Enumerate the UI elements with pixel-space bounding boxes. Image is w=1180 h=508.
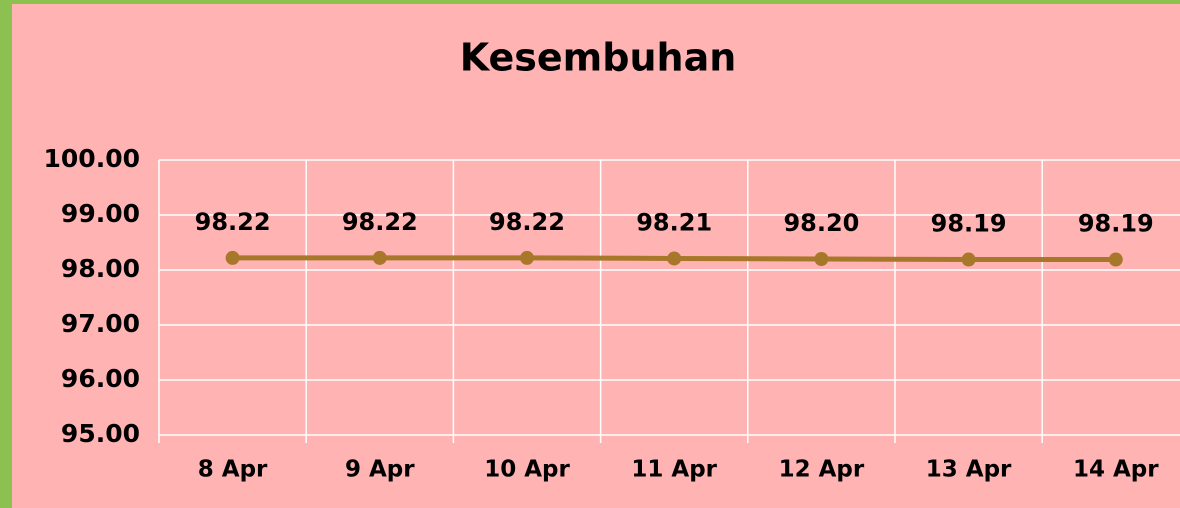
y-tick-label: 100.00 xyxy=(44,144,140,173)
data-label: 98.21 xyxy=(636,208,712,236)
x-tick-label: 14 Apr xyxy=(1073,457,1159,483)
data-label: 98.22 xyxy=(342,208,418,236)
marker xyxy=(961,252,976,267)
x-tick-label: 13 Apr xyxy=(926,457,1012,483)
marker xyxy=(372,250,387,265)
y-tick-label: 95.00 xyxy=(61,419,140,448)
x-tick-label: 10 Apr xyxy=(484,457,570,483)
data-label: 98.22 xyxy=(489,208,565,236)
data-label: 98.20 xyxy=(783,209,859,237)
marker xyxy=(520,250,534,265)
x-tick-label: 12 Apr xyxy=(779,457,865,483)
x-tick-label: 9 Apr xyxy=(345,457,415,483)
marker xyxy=(667,251,682,266)
y-tick-label: 96.00 xyxy=(61,364,140,393)
x-tick-label: 8 Apr xyxy=(198,457,268,483)
marker xyxy=(225,250,240,265)
data-label: 98.19 xyxy=(1078,210,1154,238)
y-tick-label: 99.00 xyxy=(61,199,140,228)
data-label: 98.22 xyxy=(195,208,271,236)
y-tick-label: 98.00 xyxy=(61,254,140,283)
y-tick-label: 97.00 xyxy=(61,309,140,338)
marker xyxy=(1108,252,1123,267)
data-label: 98.19 xyxy=(931,210,1007,238)
chart-title: Kesembuhan xyxy=(460,36,737,80)
x-tick-label: 11 Apr xyxy=(631,457,717,483)
marker xyxy=(814,252,829,266)
